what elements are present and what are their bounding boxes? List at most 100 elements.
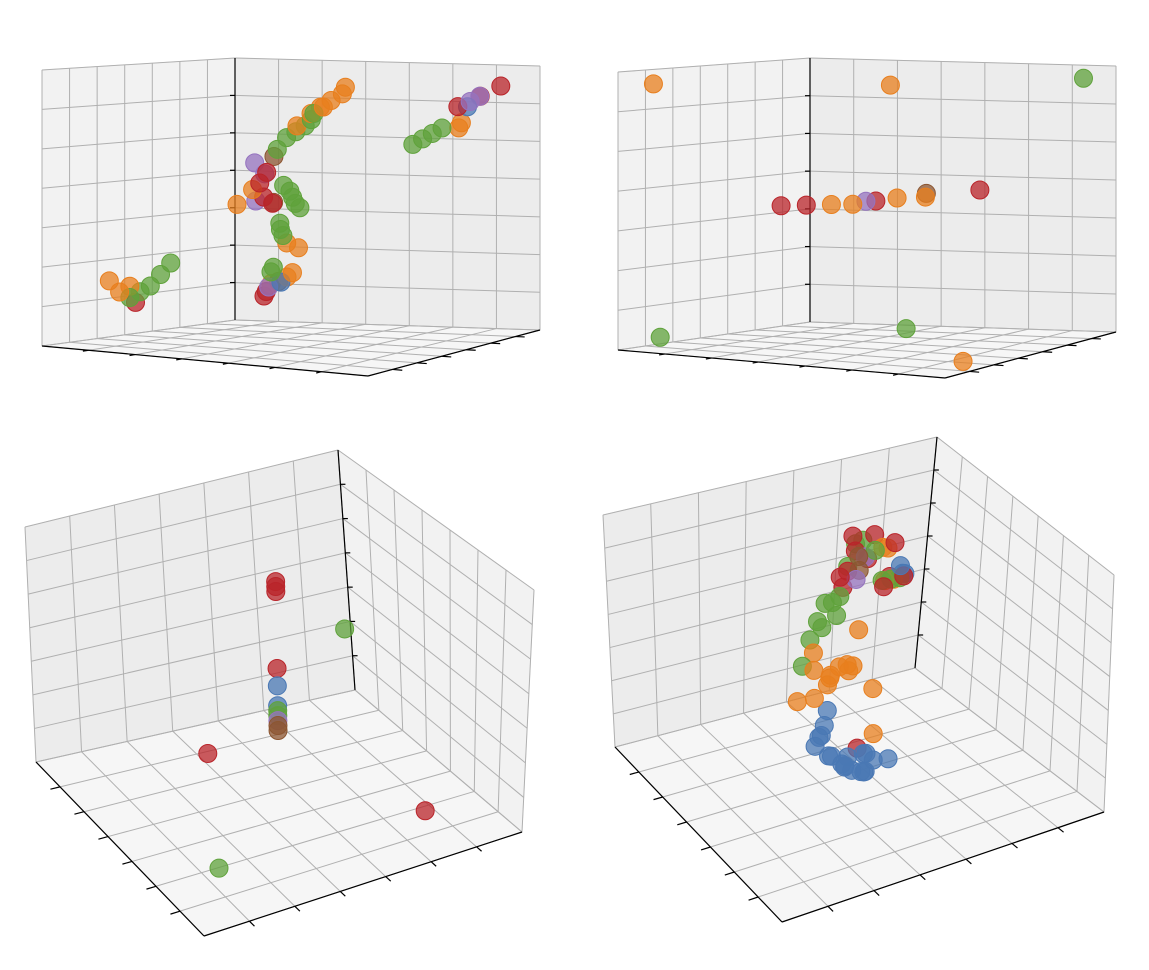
subplot-bottom-right [602,436,1115,923]
gridline [26,483,341,562]
gridline [152,330,467,351]
gridline [234,207,541,218]
scatter-point [643,74,663,94]
x-axis-line [781,811,1105,923]
scatter-point [885,533,905,553]
gridline [126,741,296,907]
x-axis-line [41,345,369,377]
subplot-bottom-left [24,449,535,937]
gridline [602,514,616,748]
gridline [617,57,811,73]
x-tick [799,365,805,368]
gridline [828,690,1013,844]
gridline [497,569,507,812]
gridline [917,634,1106,779]
gridline [602,436,938,516]
scatter-point [285,193,305,213]
gridline [1022,515,1039,751]
gridline [179,811,499,912]
gridline [344,552,530,695]
gridline [35,689,356,763]
gridline [69,515,83,752]
scatter-point [282,263,302,283]
gridline [851,328,1029,371]
gridline [700,724,875,891]
scatter-point [273,226,293,246]
gridline [228,325,410,364]
gridline [234,319,541,331]
y-tick [724,871,735,876]
y-tick [466,349,476,351]
gridline [1076,555,1090,792]
gridline [809,170,1117,181]
gridline [697,492,702,725]
gridline [69,341,393,370]
gridline [743,481,747,714]
scatter-point [809,727,829,747]
gridline [617,321,811,351]
gridline [1049,535,1064,771]
y-tick [441,355,452,358]
x-tick [1011,842,1018,849]
gridline [59,709,379,788]
gridline [342,518,531,660]
y-axis-line [367,329,541,377]
gridline [207,323,516,338]
gridline [657,735,829,907]
x-axis-line [203,831,523,937]
y-tick [1018,357,1028,360]
scatter-point [896,319,916,339]
y-tick [417,362,427,365]
scatter-point [890,556,910,576]
x-tick [129,353,136,357]
gridline [41,57,236,71]
gridline [41,244,236,268]
gridline [263,710,432,863]
scatter-point [807,612,827,632]
y-tick [993,364,1004,367]
scatter-point [99,271,119,291]
y-tick [146,885,157,890]
scatter-point [851,762,871,782]
y-tick [629,771,640,776]
x-tick [873,890,880,896]
scatter-point [863,724,883,744]
z-axis-line [914,436,938,669]
scatter-point [268,721,288,741]
gridline [217,720,387,877]
scatter-point [880,75,900,95]
gridline [936,436,1115,576]
gridline [809,321,1117,333]
scatter-point [451,113,471,133]
gridline [664,322,854,355]
scatter-point [821,194,841,214]
gridline [41,319,236,347]
gridline [804,327,985,367]
x-tick [249,920,255,927]
scatter-point [263,257,283,277]
y-tick [1042,351,1053,353]
gridline [604,469,934,549]
x-tick [846,369,852,372]
pane-y [809,57,1117,333]
scatter-point [815,593,835,613]
scatter-point [843,526,863,546]
x-axis-line [617,349,946,379]
gridline [203,482,219,721]
gridline [809,208,1117,219]
scatter-point [849,546,869,566]
y-axis-line [614,746,783,923]
gridline [941,456,963,689]
gridline [617,283,811,311]
gridline [31,586,348,662]
gridline [757,790,1078,898]
gridline [113,504,128,742]
x-tick [705,357,712,360]
y-tick [700,846,711,851]
x-tick [965,858,972,865]
x-tick [1057,827,1064,833]
scatter-point [796,195,816,215]
scatter-point [837,655,857,675]
gridline [933,469,1113,610]
scatter-point [198,744,218,764]
